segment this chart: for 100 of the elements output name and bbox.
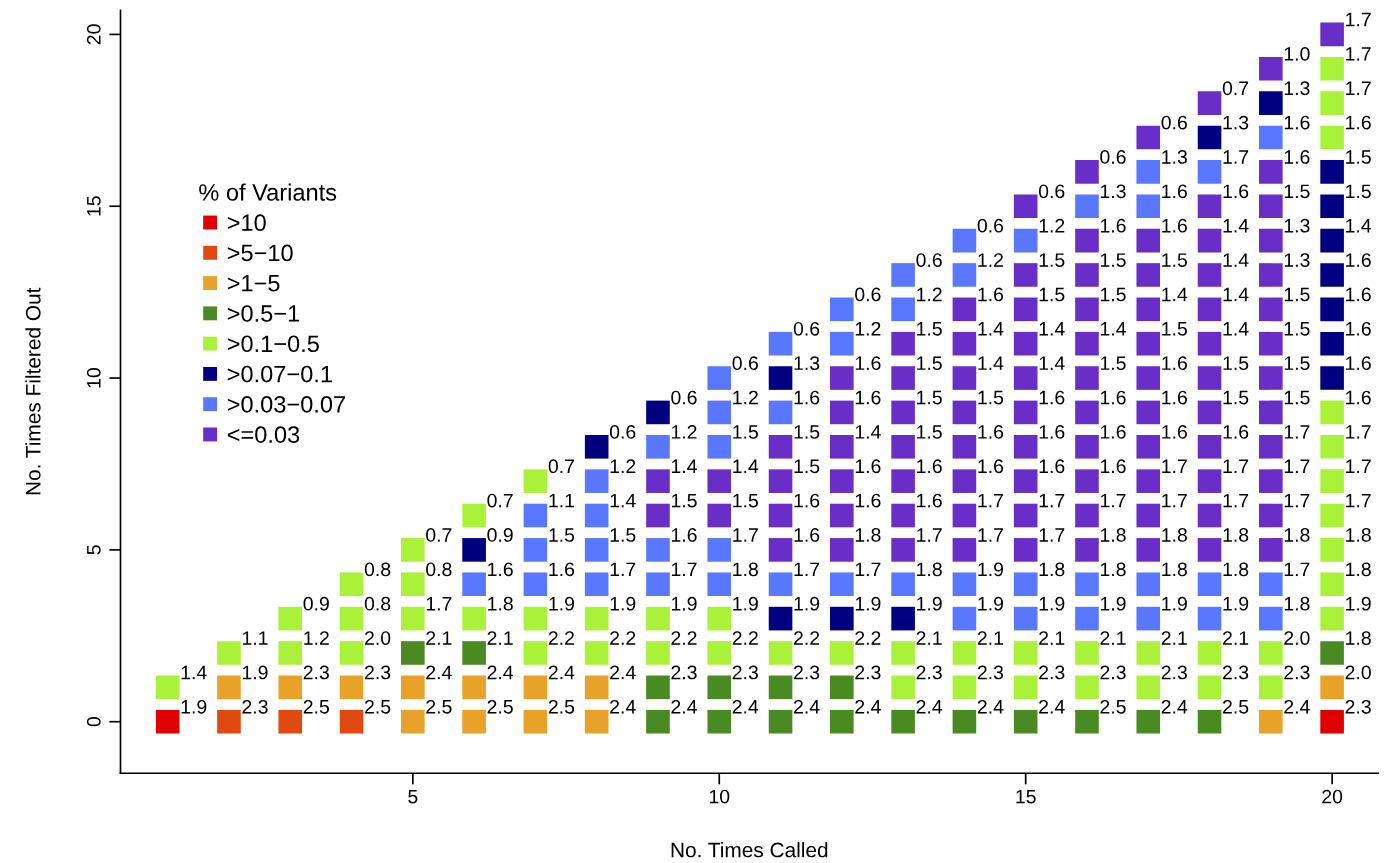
point [1320, 572, 1344, 597]
annotation: 2.3 [365, 665, 391, 680]
point [1320, 297, 1344, 322]
annotation: 1.7 [1284, 493, 1310, 508]
annotation: 1.3 [1162, 150, 1187, 164]
annotation: 2.3 [671, 665, 697, 680]
point [1136, 160, 1161, 184]
point [339, 675, 364, 700]
point [1197, 675, 1222, 700]
x-axis-title: No. Times Called [671, 842, 828, 858]
annotation: 1.7 [426, 597, 452, 611]
annotation: 1.4 [1039, 356, 1065, 370]
annotation: 2.1 [1161, 631, 1187, 645]
annotation: 1.6 [978, 287, 1004, 302]
annotation: 1.2 [610, 459, 636, 473]
annotation: 1.6 [917, 493, 942, 508]
annotation: 1.9 [549, 596, 575, 611]
legend-title: % of Variants [199, 183, 337, 201]
point [1259, 641, 1283, 665]
annotation: 1.7 [671, 562, 697, 577]
annotation: 1.7 [1039, 528, 1065, 542]
annotation: 0.7 [487, 493, 513, 508]
annotation: 1.9 [855, 596, 881, 611]
point [1197, 641, 1222, 665]
point [830, 297, 854, 322]
x-tick-label: 20 [1322, 789, 1343, 804]
annotation: 1.7 [1284, 425, 1310, 439]
point [830, 331, 854, 356]
annotation: 2.1 [916, 631, 942, 645]
point [462, 572, 486, 597]
point [1013, 228, 1038, 253]
point [339, 606, 364, 631]
annotation: 2.0 [1345, 665, 1371, 680]
annotation: 1.9 [978, 596, 1004, 611]
y-tick-label: 10 [86, 368, 101, 388]
point [278, 641, 303, 665]
annotation: 1.3 [1284, 253, 1310, 267]
annotation: 1.6 [1039, 459, 1065, 474]
annotation: 1.5 [1162, 253, 1187, 267]
annotation: 2.1 [1223, 631, 1249, 645]
annotation: 1.6 [1162, 218, 1187, 233]
annotation: 1.6 [1100, 459, 1126, 474]
point [1320, 263, 1344, 287]
annotation: 1.4 [181, 665, 207, 680]
point [646, 641, 670, 665]
annotation: 1.4 [733, 459, 759, 473]
annotation: 1.5 [1100, 356, 1126, 371]
annotation: 0.6 [732, 356, 758, 371]
annotation: 1.7 [1346, 81, 1371, 95]
annotation: 1.5 [1284, 356, 1310, 371]
point [891, 709, 915, 734]
annotation: 1.7 [1284, 459, 1310, 473]
annotation: 1.9 [242, 665, 268, 680]
annotation: 1.4 [1223, 287, 1249, 302]
annotation: 1.6 [1346, 356, 1371, 371]
annotation: 0.6 [1161, 115, 1187, 130]
annotation: 1.9 [1039, 596, 1065, 611]
point [523, 606, 548, 631]
legend-label: >1−5 [227, 275, 280, 292]
annotation: 1.6 [1162, 425, 1187, 439]
point [952, 572, 977, 597]
annotation: 1.0 [1284, 47, 1310, 61]
point [1197, 572, 1222, 597]
annotation: 1.7 [1039, 493, 1065, 508]
annotation: 1.6 [1162, 184, 1187, 199]
annotation: 1.5 [1162, 322, 1187, 336]
point [523, 675, 548, 700]
annotation: 1.6 [794, 493, 820, 508]
point [339, 641, 364, 665]
y-tick-label: 15 [87, 196, 101, 216]
point [401, 538, 425, 562]
annotation: 1.7 [1346, 12, 1371, 27]
point [1320, 641, 1344, 665]
annotation: 1.2 [304, 631, 329, 645]
annotation: 1.8 [1346, 631, 1371, 645]
point [1320, 675, 1344, 700]
annotation: 2.4 [610, 699, 636, 714]
point [891, 675, 915, 700]
annotation: 0.7 [548, 459, 574, 474]
annotation: 2.2 [548, 631, 574, 645]
point [584, 606, 609, 631]
annotation: 1.6 [1346, 115, 1371, 130]
point [1136, 675, 1161, 700]
point [217, 641, 241, 665]
annotation: 2.5 [303, 699, 329, 714]
annotation: 1.8 [1100, 562, 1126, 577]
annotation: 1.6 [1162, 390, 1187, 405]
annotation: 2.1 [1100, 631, 1126, 645]
annotation: 0.7 [1222, 81, 1249, 96]
annotation: 1.9 [1162, 596, 1187, 611]
point [830, 641, 854, 665]
annotation: 2.4 [794, 699, 820, 714]
annotation: 1.4 [855, 425, 881, 439]
point [768, 331, 793, 356]
point [523, 469, 548, 493]
annotation: 0.6 [977, 218, 1004, 233]
annotation: 0.9 [303, 596, 329, 611]
annotation: 2.4 [1284, 699, 1310, 714]
annotation: 1.6 [1346, 321, 1371, 336]
point [278, 675, 303, 700]
